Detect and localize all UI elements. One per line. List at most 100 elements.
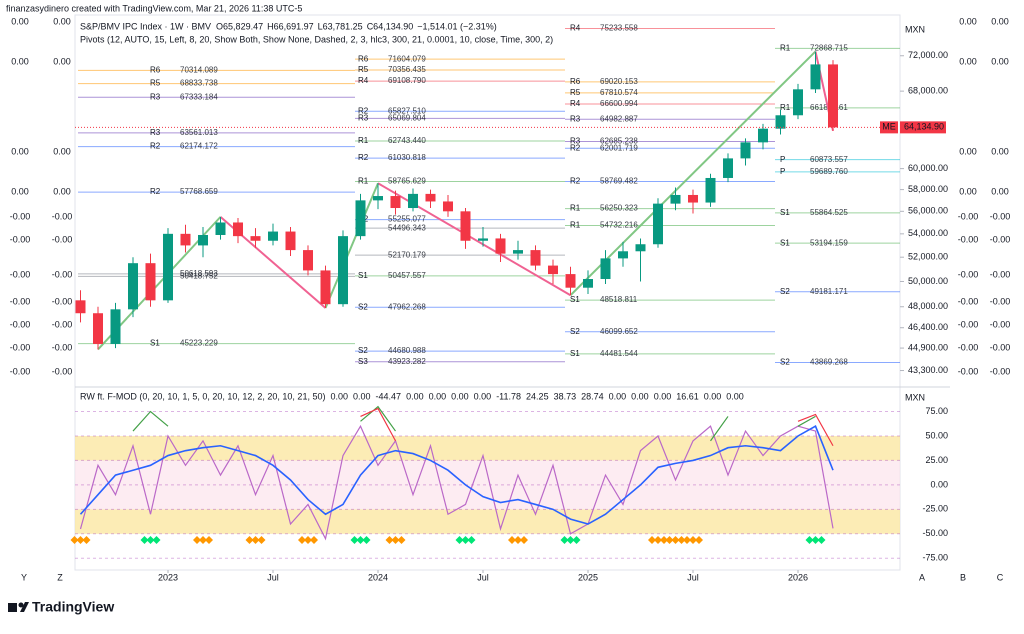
pivot-value: 53194.159	[810, 238, 848, 247]
pivot-level: R2	[358, 153, 369, 162]
candle-body	[408, 193, 418, 209]
pivot-value: 50418.752	[180, 271, 218, 280]
candle-body	[110, 309, 121, 344]
oscillator-line	[79, 425, 834, 525]
buy-signal	[362, 536, 371, 544]
candle-body	[303, 250, 313, 271]
zigzag-segment	[569, 50, 817, 296]
pivot-value: 52170.179	[388, 250, 426, 259]
sell-signal	[391, 536, 400, 544]
pivot-value: 54732.216	[600, 221, 638, 230]
pivot-level: R1	[358, 177, 369, 186]
oscillator-readout: 0.00	[654, 391, 672, 401]
pivot-value: 63561.013	[180, 128, 218, 137]
pivot-level: P	[780, 167, 785, 176]
candle-body	[670, 194, 681, 204]
pivot-value: 72868.715	[810, 43, 848, 52]
pivot-level: S1	[780, 208, 790, 217]
sell-signal	[508, 536, 516, 544]
corner-label: B	[960, 572, 966, 582]
ohlc-value: C64,134.90	[367, 21, 414, 31]
oscillator-readout: 0.00	[429, 391, 447, 401]
oscillator-line	[132, 405, 816, 442]
pivot-value: 67333.184	[180, 92, 218, 101]
sell-signal	[695, 536, 703, 544]
pivot-level: S3	[358, 357, 368, 366]
buy-signal	[572, 536, 581, 544]
candle-body	[723, 158, 733, 178]
sell-signal	[660, 536, 668, 544]
pivot-value: 59689.760	[810, 167, 848, 176]
y-tick-label: 60,000.00	[908, 163, 948, 173]
candle-body	[443, 201, 453, 212]
last-price-label-bg	[900, 121, 946, 134]
pivot-value: 66600.994	[600, 99, 638, 108]
x-tick-label: Jul	[267, 572, 279, 582]
sell-signal	[193, 536, 201, 544]
candle-body	[373, 196, 383, 201]
side-scale-label: 0.00	[959, 186, 977, 196]
pivot-value: 65069.804	[388, 114, 426, 123]
candle-body	[548, 265, 558, 275]
pivot-level: R2	[358, 106, 369, 115]
side-scale-label: -0.00	[958, 366, 979, 376]
pivot-value: 43869.268	[810, 358, 848, 367]
oscillator-readout: 24.25	[526, 391, 549, 401]
buy-signal	[152, 536, 161, 544]
pivot-level: S1	[150, 339, 160, 348]
x-tick-label: Jul	[477, 572, 489, 582]
pivot-value: 62001.719	[600, 143, 638, 152]
y-tick-label: 68,000.00	[908, 86, 948, 96]
y-tick-label: -50.00	[922, 528, 948, 538]
pivot-value: 58769.482	[600, 177, 638, 186]
pivot-value: 68833.738	[180, 79, 218, 88]
indicator-title: Pivots (12, AUTO, 15, Left, 8, 20, Show …	[80, 34, 553, 44]
side-scale-label: -0.00	[10, 342, 31, 352]
side-scale-label: -0.00	[958, 342, 979, 352]
corner-label: C	[997, 572, 1004, 582]
candle-body	[250, 236, 261, 241]
middle-zone	[75, 460, 900, 510]
pivot-value: 49181.171	[810, 287, 848, 296]
y-tick-label: 48,000.00	[908, 301, 948, 311]
unit-label: MXN	[905, 24, 925, 34]
pivot-value: 56250.323	[600, 204, 638, 213]
pivot-level: R5	[358, 65, 369, 74]
series-title: S&P/BMV IPC Index · 1W · BMV	[80, 21, 211, 31]
side-scale-label: -0.00	[10, 269, 31, 279]
candle-body	[233, 222, 243, 237]
corner-label: A	[919, 572, 925, 582]
side-scale-label: 0.00	[53, 146, 71, 156]
sell-signal	[304, 536, 312, 544]
buy-signal	[140, 536, 149, 544]
sell-signal	[665, 536, 674, 544]
candle-body	[688, 194, 698, 203]
pivot-level: R6	[150, 66, 161, 75]
side-scale-label: -0.00	[958, 234, 979, 244]
side-scale-label: -0.00	[10, 366, 31, 376]
x-tick-label: 2025	[578, 572, 598, 582]
candle-body	[425, 193, 436, 202]
side-scale-label: -0.00	[52, 234, 73, 244]
sell-signal	[677, 536, 686, 544]
candle-body	[705, 177, 716, 203]
side-scale-label: -0.00	[52, 296, 73, 306]
sell-signal	[397, 536, 406, 544]
pivot-level: S1	[358, 271, 368, 280]
oscillator-readout: 0.00	[451, 391, 469, 401]
sell-signal	[199, 536, 207, 544]
x-tick-label: 2024	[368, 572, 388, 582]
pivot-value: 70314.089	[180, 66, 218, 75]
pivot-value: 65827.510	[388, 106, 426, 115]
ohlc-value: −1,514.01 (−2.31%)	[417, 21, 497, 31]
candle-body	[653, 203, 663, 245]
corner-label: Y	[21, 572, 27, 582]
candle-body	[163, 233, 173, 301]
candle-body	[793, 89, 803, 116]
candle-body	[600, 258, 611, 280]
pivot-level: S2	[358, 302, 368, 311]
pivot-level: R2	[570, 177, 581, 186]
side-scale-label: 0.00	[991, 146, 1009, 156]
side-scale-label: -0.00	[990, 296, 1011, 306]
candle-body	[810, 64, 821, 90]
